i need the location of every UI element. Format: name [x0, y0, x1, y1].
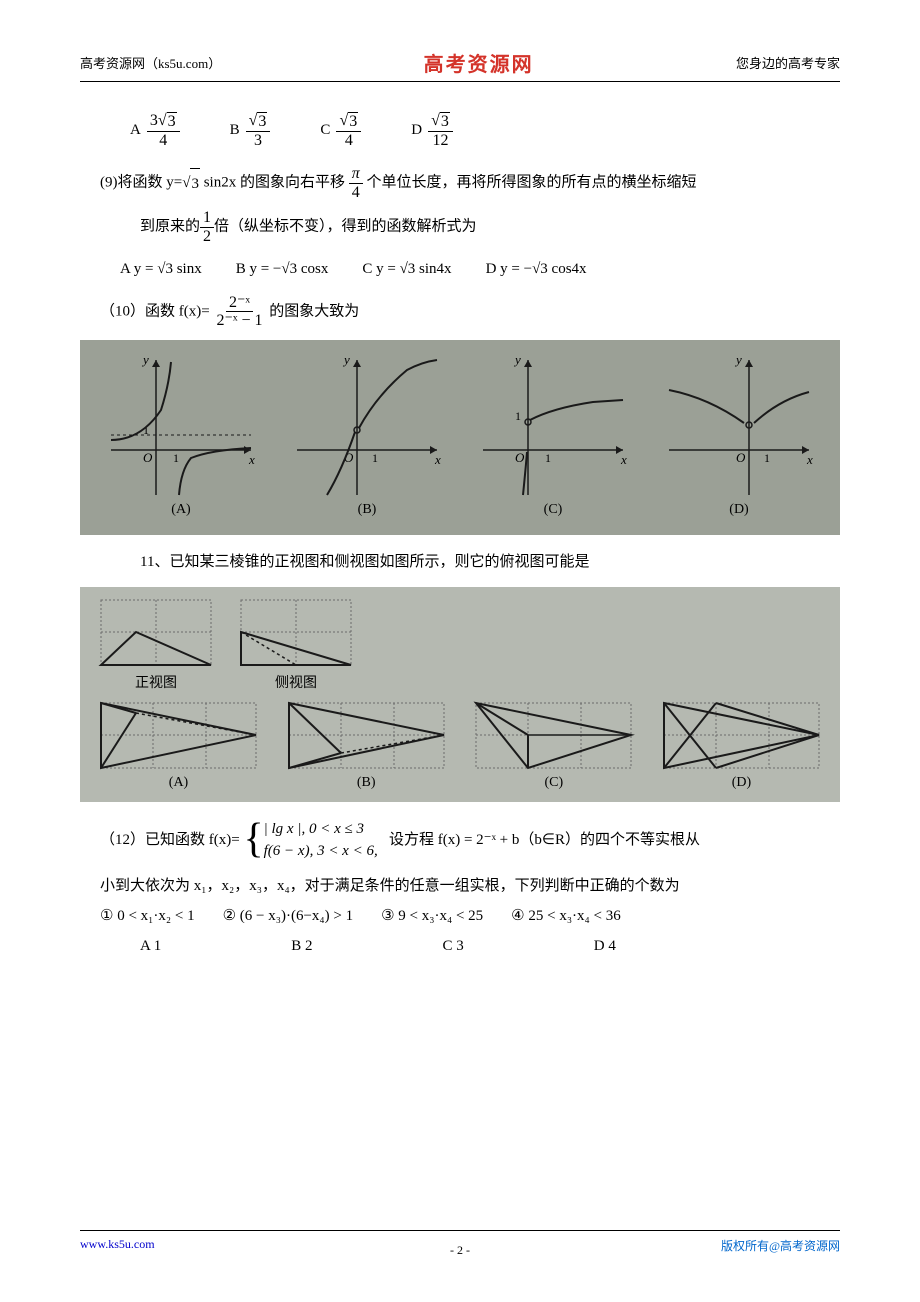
- q12-stem-line1: （12）已知函数 f(x)= { | lg x |, 0 < x ≤ 3 f(6…: [80, 818, 840, 863]
- q10-graph-strip: y x O 1 1 (A) y x O 1: [80, 340, 840, 535]
- q9-option-b: B y = −√3 cosx: [236, 254, 329, 284]
- q10-graph-c: y x O 1 1 (C): [468, 350, 638, 525]
- svg-text:x: x: [806, 452, 813, 467]
- q10-graph-a: y x O 1 1 (A): [96, 350, 266, 525]
- q11-views-strip: 正视图 侧视图: [80, 587, 840, 802]
- q8-option-a: A 334: [130, 112, 180, 149]
- q9-options: A y = √3 sinx B y = −√3 cosx C y = √3 si…: [80, 254, 840, 284]
- q9-option-c: C y = √3 sin4x: [362, 254, 451, 284]
- q12-option-a: A 1: [140, 931, 161, 961]
- q11-option-d: (D): [659, 698, 824, 791]
- q12-statements: ① 0 < x₁·x₂ < 1 ② (6 − x₃)·(6−x₄) > 1 ③ …: [80, 901, 840, 931]
- svg-text:x: x: [248, 452, 255, 467]
- q11-option-c: (C): [471, 698, 636, 791]
- svg-text:1: 1: [173, 451, 179, 465]
- q9-stem-line2: 到原来的12倍（纵坐标不变），得到的函数解析式为: [80, 209, 840, 245]
- svg-text:O: O: [515, 450, 525, 465]
- q12-stmt-1: ① 0 < x₁·x₂ < 1: [100, 901, 195, 931]
- header-right: 您身边的高考专家: [736, 53, 840, 72]
- q11-option-b: (B): [284, 698, 449, 791]
- svg-text:y: y: [513, 352, 521, 367]
- svg-text:x: x: [434, 452, 441, 467]
- q8-option-c: C 34: [320, 112, 361, 149]
- q9-stem-line1: (9)将函数 y=3 sin2x 的图象向右平移 π4 个单位长度，再将所得图象…: [80, 165, 840, 201]
- svg-text:1: 1: [545, 451, 551, 465]
- q10-graph-d: y x O 1 (D): [654, 350, 824, 525]
- header-left: 高考资源网（ks5u.com）: [80, 53, 221, 72]
- q9-option-a: A y = √3 sinx: [120, 254, 202, 284]
- q8-options: A 334 B 33 C 34 D 312: [80, 112, 840, 149]
- q12-stmt-2: ② (6 − x₃)·(6−x₄) > 1: [223, 901, 354, 931]
- svg-text:y: y: [734, 352, 742, 367]
- svg-text:y: y: [141, 352, 149, 367]
- q10-graph-b: y x O 1 (B): [282, 350, 452, 525]
- q9-option-d: D y = −√3 cos4x: [486, 254, 587, 284]
- svg-text:O: O: [143, 450, 153, 465]
- svg-text:1: 1: [764, 451, 770, 465]
- svg-text:1: 1: [515, 409, 521, 423]
- svg-text:O: O: [736, 450, 746, 465]
- q12-option-c: C 3: [443, 931, 464, 961]
- q8-option-d: D 312: [411, 112, 453, 149]
- q12-option-b: B 2: [291, 931, 312, 961]
- page-header: 高考资源网（ks5u.com） 高考资源网 您身边的高考专家: [80, 48, 840, 82]
- q10-stem: （10）函数 f(x)= 2⁻ˣ2⁻ˣ − 1 的图象大致为: [80, 294, 840, 330]
- q12-option-d: D 4: [594, 931, 616, 961]
- svg-text:y: y: [342, 352, 350, 367]
- q12-stmt-3: ③ 9 < x₃·x₄ < 25: [381, 901, 483, 931]
- q11-stem: 11、已知某三棱锥的正视图和侧视图如图所示，则它的俯视图可能是: [80, 547, 840, 577]
- q12-stem-line2: 小到大依次为 x₁，x₂，x₃，x₄，对于满足条件的任意一组实根，下列判断中正确…: [80, 871, 840, 901]
- q11-side-view: 侧视图: [236, 595, 356, 692]
- svg-text:1: 1: [372, 451, 378, 465]
- q11-option-a: (A): [96, 698, 261, 791]
- page-number: - 2 -: [0, 1243, 920, 1258]
- q12-options: A 1 B 2 C 3 D 4: [80, 931, 840, 961]
- q8-option-b: B 33: [230, 112, 271, 149]
- q11-front-view: 正视图: [96, 595, 216, 692]
- svg-text:x: x: [620, 452, 627, 467]
- q12-stmt-4: ④ 25 < x₃·x₄ < 36: [511, 901, 621, 931]
- header-center-logo: 高考资源网: [424, 48, 534, 77]
